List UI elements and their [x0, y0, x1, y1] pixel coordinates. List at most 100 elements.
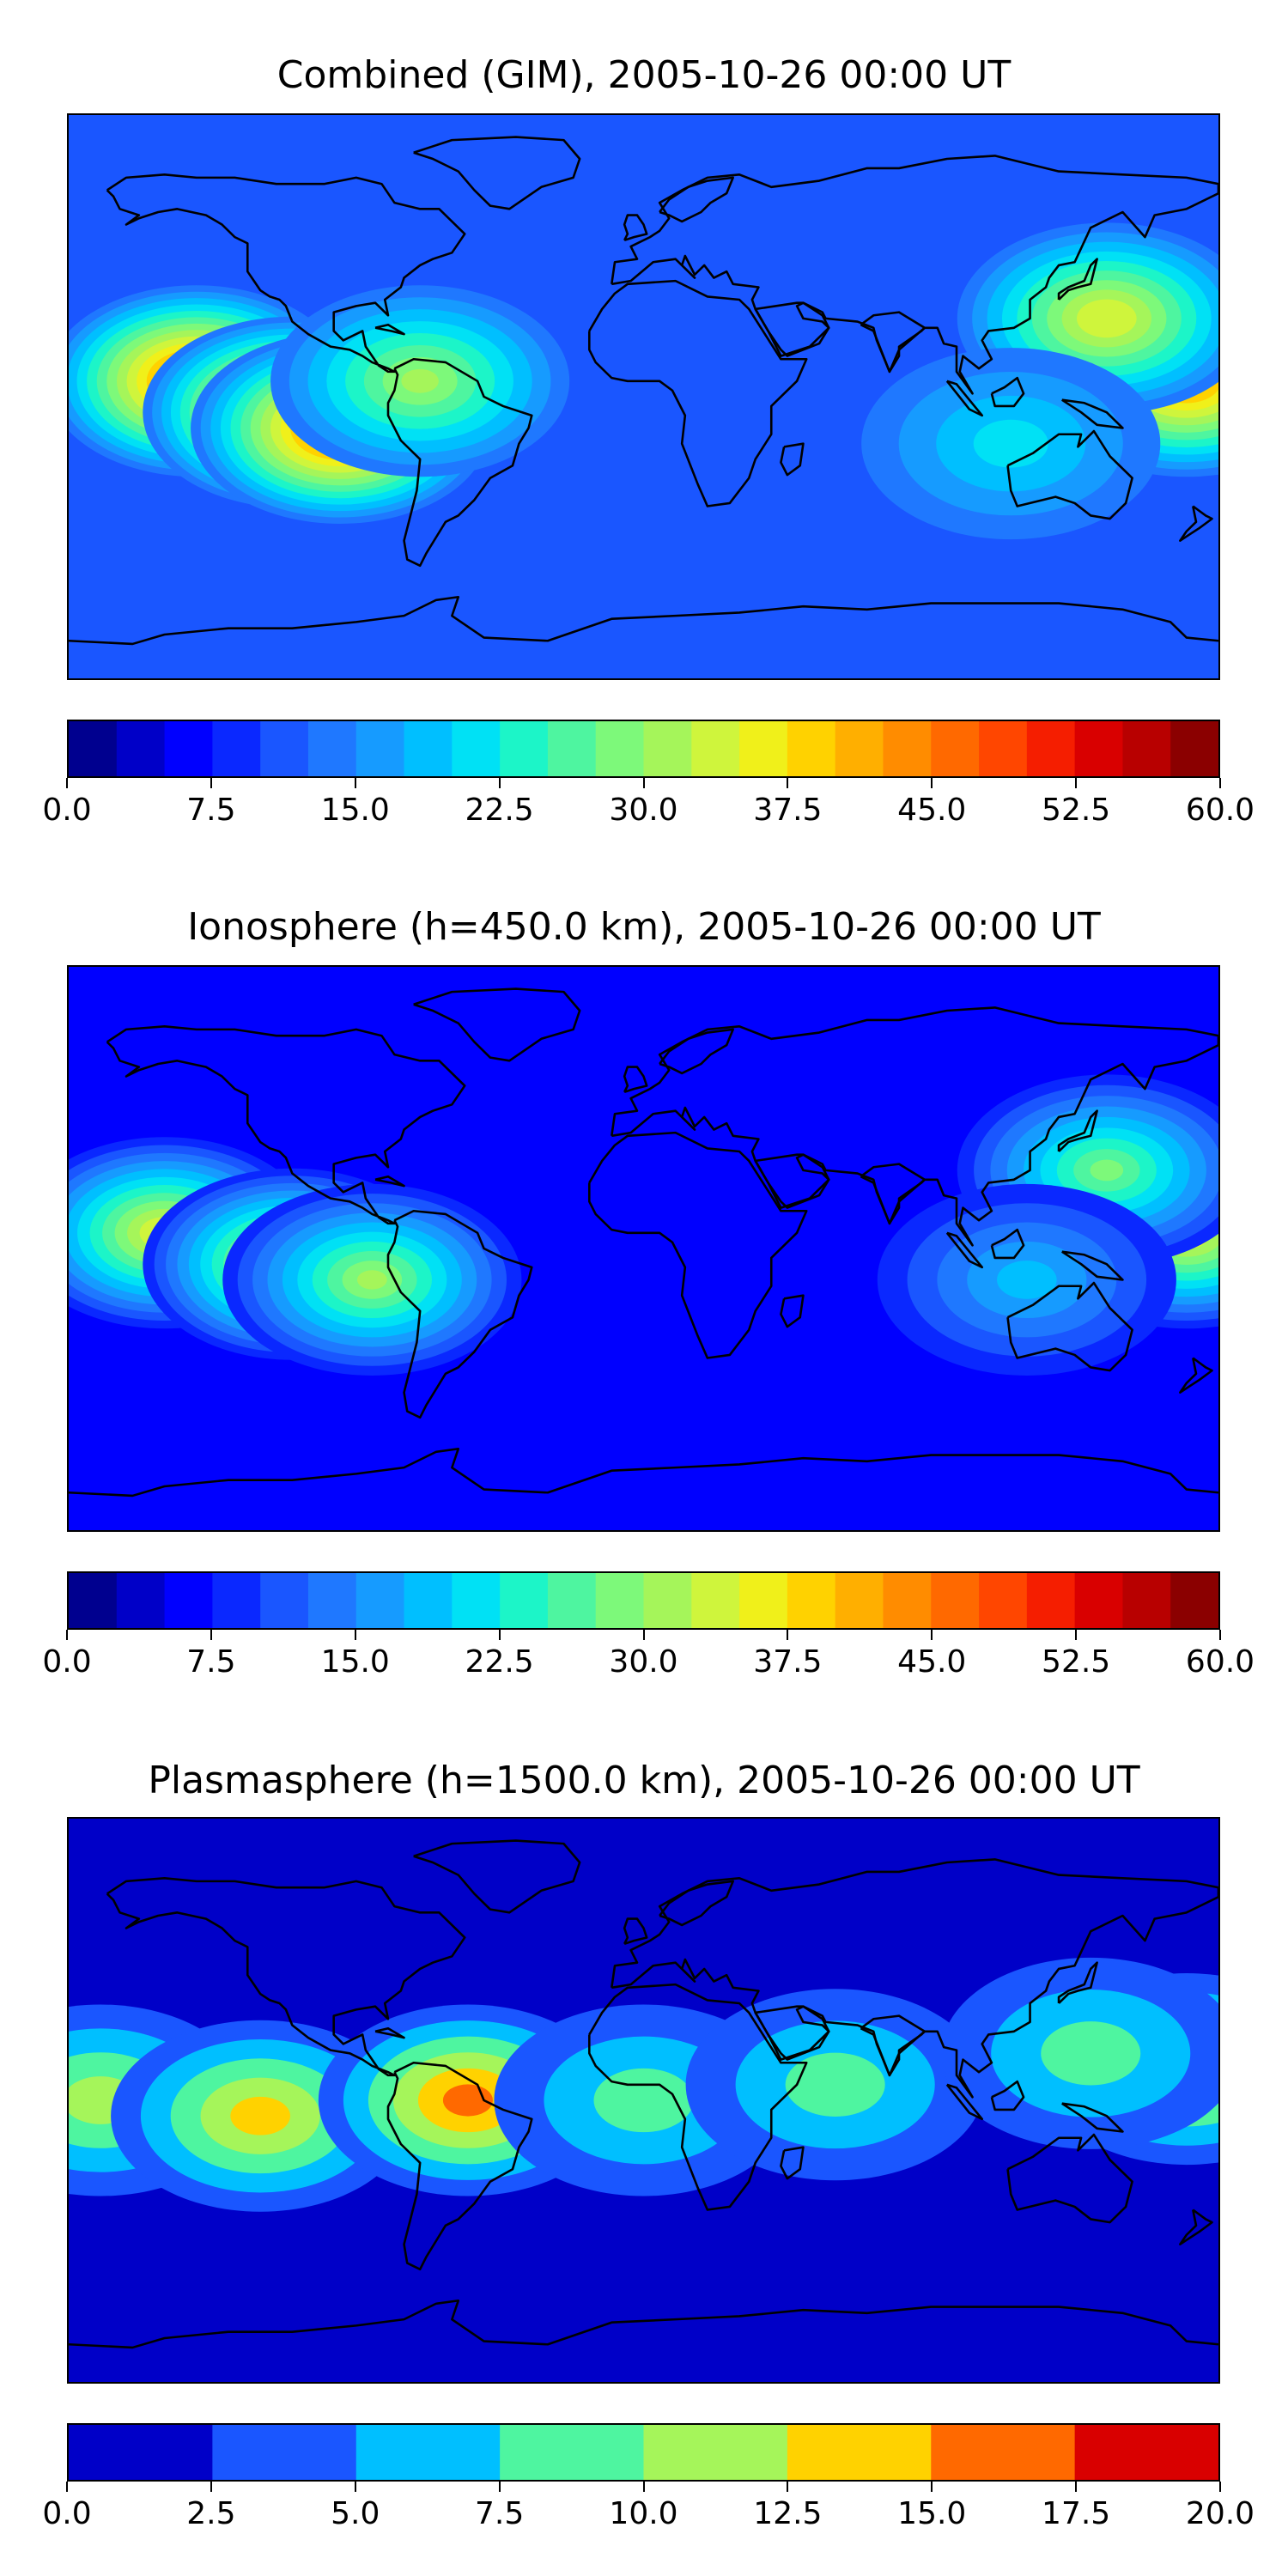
coastline: [1179, 2208, 1213, 2245]
tick-mark: [787, 2482, 789, 2492]
tick-mark: [498, 778, 501, 788]
contour-band: [785, 2052, 885, 2117]
colorbar-segment: [931, 2425, 1076, 2480]
field-blob: [270, 285, 570, 477]
colorbar-segment: [452, 1573, 501, 1628]
coastline: [611, 1858, 1218, 2099]
colorbar-segment: [883, 1573, 932, 1628]
tick-label: 15.0: [320, 1644, 390, 1680]
field-blob: [941, 1957, 1218, 2149]
colorbar-segment: [931, 721, 980, 776]
tick-label: 2.5: [186, 2496, 236, 2531]
colorbar-segment: [307, 721, 357, 776]
tick-label: 60.0: [1185, 1644, 1255, 1680]
coastline: [374, 323, 405, 336]
tick-label: 45.0: [897, 793, 967, 828]
tick-label: 10.0: [609, 2496, 678, 2531]
field-blob: [685, 1989, 985, 2181]
tick-mark: [354, 778, 356, 788]
coastline: [623, 1066, 648, 1094]
tick-label: 37.5: [753, 1644, 823, 1680]
colorbar-ticks: 0.0 7.5 15.0 22.5 30.0 37.5 45.0 52.5 60.0: [42, 1630, 1255, 1681]
tick-mark: [931, 778, 933, 788]
tick-label: 22.5: [465, 793, 534, 828]
field-blob: [877, 1183, 1176, 1376]
field-blob: [222, 1183, 522, 1376]
tick-mark: [787, 778, 789, 788]
coastline: [106, 1876, 466, 2077]
coastline: [587, 1131, 808, 1359]
colorbar-segment: [212, 1573, 261, 1628]
coastline: [860, 2014, 927, 2077]
coastline: [1061, 1250, 1124, 1281]
tick-label: 12.5: [753, 2496, 823, 2531]
field-blob: [861, 348, 1161, 540]
colorbar-segment: [739, 1573, 788, 1628]
colorbar-ticks: 0.0 7.5 15.0 22.5 30.0 37.5 45.0 52.5 60.0: [42, 778, 1255, 829]
colorbar-segment: [500, 721, 549, 776]
coastline: [754, 1153, 830, 1209]
colorbar-segment: [979, 721, 1028, 776]
coastline: [1006, 2133, 1133, 2224]
tick-mark: [498, 2482, 501, 2492]
tick-label: 45.0: [897, 1644, 967, 1680]
tick-label: 0.0: [42, 1644, 92, 1680]
tick-label: 0.0: [42, 793, 92, 828]
colorbar-segment: [69, 1573, 118, 1628]
colorbar-segment: [404, 721, 453, 776]
colorbar-segment: [212, 721, 261, 776]
colorbar-segment: [691, 721, 740, 776]
colorbar-segment: [1122, 721, 1171, 776]
chart-title: Plasmasphere (h=1500.0 km), 2005-10-26 0…: [148, 1759, 1140, 1802]
coastline: [386, 1209, 533, 1419]
coastline: [69, 1447, 1218, 1498]
colorbar-segment: [931, 1573, 980, 1628]
coastline: [386, 357, 533, 568]
contour-band: [593, 2068, 694, 2133]
colorbar-segment: [883, 721, 932, 776]
tick-mark: [787, 1630, 789, 1640]
coastline: [1006, 429, 1133, 520]
colorbar-segment: [1074, 721, 1124, 776]
coastline: [1061, 2102, 1124, 2133]
tick-mark: [66, 1630, 68, 1640]
colorbar-segment: [69, 2425, 213, 2480]
coastline: [1057, 1109, 1098, 1152]
colorbar-segment: [500, 1573, 549, 1628]
tick-label: 5.0: [331, 2496, 380, 2531]
colorbar-segment: [69, 721, 118, 776]
coastline: [860, 311, 927, 374]
coastlines: [69, 1839, 1218, 2349]
coastline: [587, 279, 808, 507]
colorbar-segment: [787, 2425, 932, 2480]
tick-label: 0.0: [42, 2496, 92, 2531]
colorbar-segment: [116, 721, 166, 776]
tick-mark: [1075, 2482, 1078, 2492]
chart-title: Combined (GIM), 2005-10-26 00:00 UT: [276, 53, 1012, 97]
tick-mark: [1219, 778, 1221, 788]
colorbar-segment: [1170, 721, 1218, 776]
coastline: [1057, 258, 1098, 301]
tick-mark: [642, 778, 645, 788]
tick-mark: [210, 778, 212, 788]
coastline: [106, 1024, 466, 1225]
contour-band: [1090, 1159, 1124, 1182]
colorbar: [67, 1571, 1220, 1630]
colorbar-segment: [500, 2425, 645, 2480]
colorbar-segment: [1026, 1573, 1076, 1628]
tick-label: 7.5: [474, 2496, 525, 2531]
colorbar-segment: [691, 1573, 740, 1628]
coastline: [386, 2061, 533, 2271]
coastline: [990, 1228, 1025, 1260]
colorbar-segment: [1170, 1573, 1218, 1628]
tick-mark: [1219, 2482, 1221, 2492]
colorbar-segment: [835, 721, 884, 776]
colorbar-segment: [404, 1573, 453, 1628]
tick-mark: [210, 2482, 212, 2492]
tick-mark: [642, 2482, 645, 2492]
coastline: [1061, 398, 1124, 429]
coastline: [780, 442, 805, 477]
tick-mark: [66, 778, 68, 788]
tick-label: 15.0: [320, 793, 390, 828]
coastline: [69, 2299, 1218, 2349]
